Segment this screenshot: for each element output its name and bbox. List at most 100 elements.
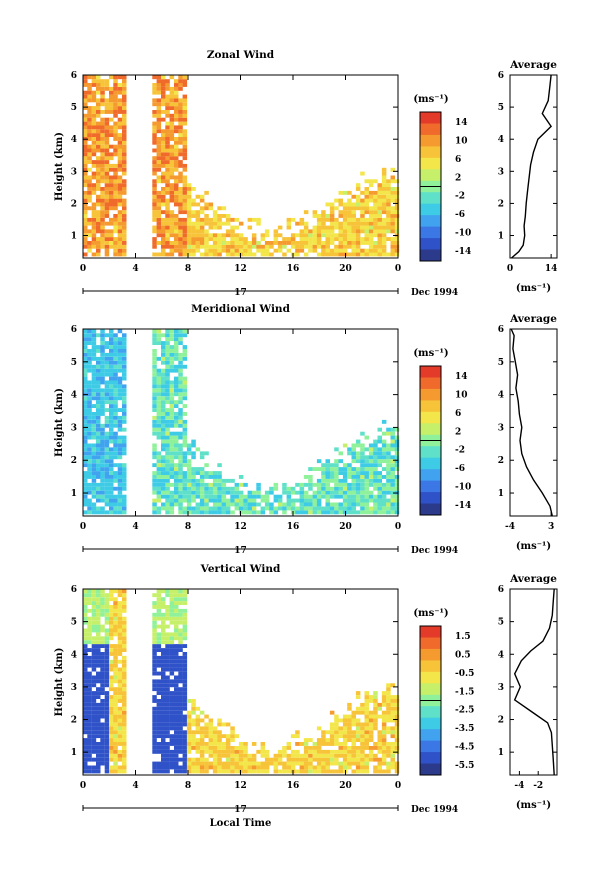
heatmap-cell [169, 506, 175, 511]
heatmap-cell [373, 753, 378, 758]
heatmap-cell [290, 757, 296, 762]
heatmap-cell [364, 252, 369, 257]
heatmap-cell [165, 333, 170, 338]
heatmap-cell [165, 612, 170, 617]
heatmap-cell [122, 419, 127, 424]
heatmap-cell [156, 659, 162, 664]
heatmap-cell [161, 502, 166, 507]
heatmap-cell [368, 749, 374, 754]
heatmap-cell [169, 160, 175, 164]
heatmap-cell [334, 749, 339, 754]
heatmap-cell [377, 183, 382, 188]
heatmap-cell [373, 241, 378, 245]
heatmap-cell [199, 482, 205, 487]
heatmap-cell [247, 225, 253, 230]
heatmap-cell [122, 608, 127, 613]
heatmap-cell [342, 233, 348, 238]
heatmap-cell [161, 352, 166, 357]
heatmap-cell [174, 225, 179, 230]
heatmap-cell [373, 765, 378, 770]
heatmap-cell [360, 502, 365, 507]
heatmap-cell [373, 194, 378, 199]
heatmap-cell [152, 636, 157, 641]
heatmap-cell [109, 738, 114, 742]
heatmap-cell [174, 190, 179, 195]
heatmap-cell [321, 757, 326, 762]
heatmap-cell [156, 121, 162, 126]
heatmap-cell [100, 451, 105, 456]
heatmap-cell [338, 241, 343, 245]
heatmap-cell [295, 490, 300, 495]
heatmap-cell [161, 482, 166, 487]
heatmap-cell [152, 86, 157, 91]
heatmap-cell [174, 423, 179, 428]
heatmap-cell [122, 183, 127, 188]
heatmap-cell [117, 612, 123, 617]
heatmap-cell [264, 753, 270, 758]
heatmap-cell [342, 722, 348, 727]
heatmap-cell [394, 229, 400, 234]
heatmap-cell [191, 475, 196, 479]
heatmap-cell [122, 616, 127, 621]
heatmap-cell [308, 486, 313, 491]
heatmap-cell [113, 486, 118, 491]
heatmap-cell [364, 498, 369, 503]
heatmap-cell [338, 252, 343, 257]
heatmap-cell [100, 148, 105, 153]
heatmap-cell [394, 710, 400, 715]
heatmap-cell [316, 742, 322, 746]
heatmap-cell [117, 117, 123, 122]
heatmap-cell [152, 349, 157, 353]
heatmap-cell [334, 494, 339, 499]
heatmap-cell [282, 765, 287, 770]
heatmap-cell [204, 498, 209, 503]
heatmap-cell [83, 463, 88, 468]
heatmap-cell [381, 702, 387, 707]
heatmap-cell [174, 102, 179, 107]
y-tick-label: 6 [71, 325, 77, 335]
heatmap-cell [182, 380, 188, 385]
heatmap-cell [161, 671, 166, 676]
heatmap-cell [178, 152, 183, 157]
heatmap-cell [165, 749, 170, 754]
heatmap-cell [390, 726, 395, 731]
heatmap-cell [368, 233, 374, 238]
heatmap-cell [161, 640, 166, 645]
heatmap-cell [83, 718, 88, 723]
heatmap-cell [109, 439, 114, 444]
heatmap-cell [122, 106, 127, 110]
heatmap-cell [347, 730, 352, 735]
heatmap-cell [334, 742, 339, 746]
heatmap-cell [394, 722, 400, 727]
heatmap-cell [217, 482, 222, 487]
heatmap-cell [100, 175, 105, 180]
heatmap-cell [386, 451, 391, 456]
heatmap-cell [182, 194, 188, 199]
heatmap-cell [338, 244, 343, 249]
heatmap-cell [174, 471, 179, 475]
heatmap-cell [191, 478, 196, 483]
heatmap-cell [122, 506, 127, 511]
heatmap-cell [122, 241, 127, 245]
heatmap-cell [104, 765, 110, 770]
heatmap-cell [156, 632, 162, 637]
heatmap-cell [169, 125, 175, 130]
average-frame [509, 588, 558, 776]
heatmap-cell [351, 490, 356, 495]
heatmap-cell [174, 345, 179, 349]
heatmap-cell [113, 404, 118, 408]
heatmap-cell [165, 593, 170, 598]
heatmap-cell [165, 486, 170, 491]
heatmap-cell [174, 94, 179, 99]
heatmap-cell [355, 769, 361, 774]
heatmap-cell [83, 765, 88, 770]
heatmap-cell [338, 198, 343, 203]
heatmap-cell [368, 478, 374, 483]
heatmap-cell [91, 341, 97, 345]
heatmap-cell [161, 94, 166, 99]
heatmap-cell [104, 392, 110, 397]
heatmap-cell [230, 225, 235, 230]
heatmap-cell [113, 769, 118, 774]
heatmap-cell [165, 710, 170, 715]
heatmap-cell [152, 738, 157, 742]
